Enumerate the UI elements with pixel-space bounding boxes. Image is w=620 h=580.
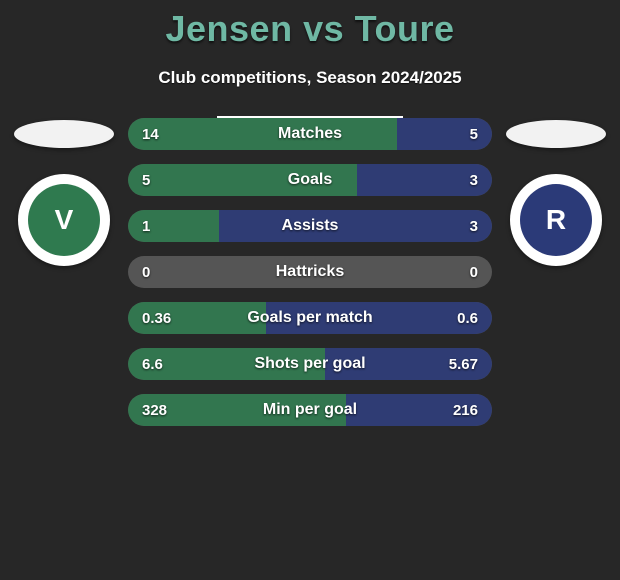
right-side: R: [492, 118, 620, 266]
stat-value-right: 0: [470, 256, 478, 288]
stat-row: 1 3 Assists: [128, 210, 492, 242]
page-title: Jensen vs Toure: [0, 8, 620, 50]
title-left: Jensen: [166, 8, 293, 49]
stat-row: 6.6 5.67 Shots per goal: [128, 348, 492, 380]
stat-label: Assists: [282, 217, 339, 235]
comparison-columns: V 145Matches53Goals13Assists00Hattricks0…: [0, 118, 620, 426]
stat-label: Shots per goal: [254, 355, 365, 373]
stat-label: Goals: [288, 171, 332, 189]
content: Jensen vs Toure Club competitions, Seaso…: [0, 0, 620, 580]
stat-value-left: 6.6: [142, 348, 163, 380]
stat-fill-right: [219, 210, 492, 242]
stat-row: 328 216 Min per goal: [128, 394, 492, 426]
stat-row: 5 3 Goals: [128, 164, 492, 196]
stat-value-right: 5: [470, 118, 478, 150]
stat-fill-left: [128, 118, 397, 150]
left-team-crest-inner: V: [28, 184, 100, 256]
left-player-ellipse: [14, 120, 114, 148]
stat-label: Matches: [278, 125, 342, 143]
title-vs: vs: [303, 8, 344, 49]
stats-list: 14 5 Matches 5 3 Goals 1 3 Assists 0 0 Hattricks 0.3…: [128, 118, 492, 426]
stat-label: Goals per match: [247, 309, 372, 327]
stat-label: Hattricks: [276, 263, 344, 281]
stat-value-left: 328: [142, 394, 167, 426]
left-crest-letter: V: [55, 204, 74, 236]
stat-row: 14 5 Matches: [128, 118, 492, 150]
stat-value-right: 5.67: [449, 348, 478, 380]
right-team-crest-inner: R: [520, 184, 592, 256]
right-team-crest: R: [510, 174, 602, 266]
stat-value-right: 3: [470, 164, 478, 196]
right-crest-letter: R: [546, 204, 566, 236]
stat-value-left: 5: [142, 164, 150, 196]
stat-value-right: 3: [470, 210, 478, 242]
stat-row: 0.36 0.6 Goals per match: [128, 302, 492, 334]
left-side: V: [0, 118, 128, 266]
stat-value-right: 216: [453, 394, 478, 426]
right-player-ellipse: [506, 120, 606, 148]
subtitle: Club competitions, Season 2024/2025: [0, 68, 620, 88]
stat-row: 0 0 Hattricks: [128, 256, 492, 288]
stat-value-left: 0.36: [142, 302, 171, 334]
title-right: Toure: [355, 8, 455, 49]
stat-label: Min per goal: [263, 401, 357, 419]
stat-value-left: 1: [142, 210, 150, 242]
stat-value-left: 14: [142, 118, 159, 150]
left-team-crest: V: [18, 174, 110, 266]
stat-value-right: 0.6: [457, 302, 478, 334]
stat-value-left: 0: [142, 256, 150, 288]
